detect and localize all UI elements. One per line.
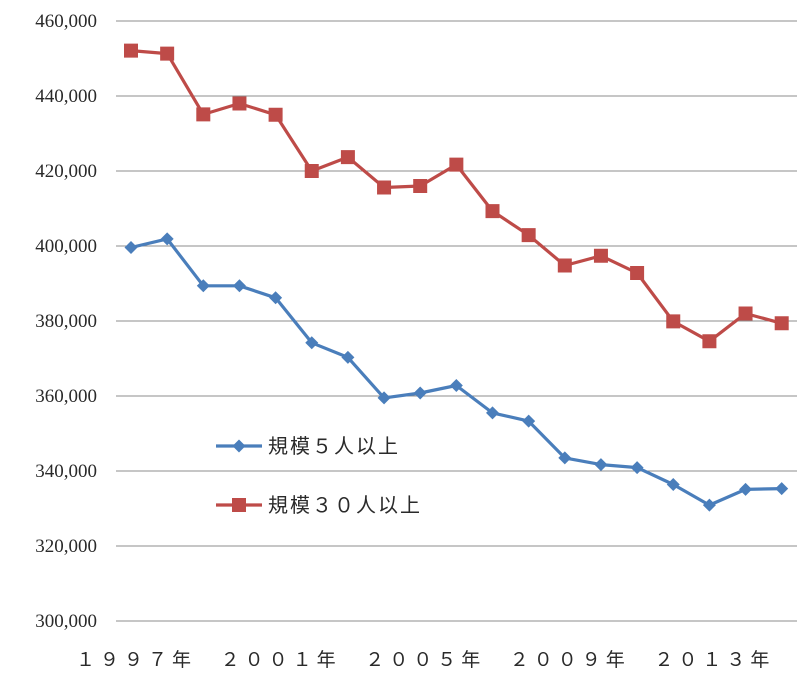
data-point (593, 248, 608, 263)
data-point (702, 334, 717, 349)
data-point (485, 204, 500, 219)
data-point (449, 379, 463, 392)
x-tick-label: ２０１３年 (654, 649, 774, 671)
x-tick-label: １９９７年 (76, 649, 196, 671)
data-point (124, 241, 138, 254)
data-point (269, 291, 283, 305)
y-tick-label: 360,000 (35, 386, 97, 407)
data-point (413, 386, 427, 400)
data-point (341, 350, 355, 364)
series-2 (124, 43, 789, 349)
data-point (124, 43, 138, 58)
data-point (160, 46, 175, 61)
x-tick-label: ２００９年 (510, 649, 630, 671)
data-point (486, 406, 499, 420)
data-point (232, 279, 246, 293)
y-axis-tick-labels: 300,000 320,000 340,000 360,000 380,000 400,0… (35, 11, 97, 632)
data-point (160, 232, 174, 246)
x-tick-label: ２００５年 (365, 649, 485, 671)
data-point (268, 107, 283, 122)
series-line (130, 237, 782, 507)
data-point (305, 336, 319, 350)
y-tick-label: 400,000 (35, 236, 97, 257)
data-point (196, 279, 210, 293)
legend-marker (232, 439, 246, 453)
data-point (377, 180, 392, 195)
data-point (666, 314, 681, 329)
data-point (557, 258, 572, 273)
data-point (522, 414, 536, 428)
y-tick-label: 300,000 (35, 611, 97, 632)
data-point (196, 107, 211, 122)
data-point (377, 391, 391, 405)
y-tick-label: 320,000 (35, 536, 97, 557)
y-tick-label: 440,000 (35, 86, 97, 107)
series-1 (124, 232, 789, 512)
gridlines (116, 20, 797, 622)
data-point (738, 306, 753, 321)
data-point (630, 266, 645, 280)
data-point (594, 458, 608, 472)
data-point (232, 96, 247, 111)
data-point (666, 478, 680, 491)
legend-marker (232, 498, 246, 512)
data-point (775, 482, 789, 496)
series-line (130, 49, 783, 343)
data-point (774, 316, 789, 331)
legend-item: 規模５人以上 (216, 434, 400, 458)
x-tick-label: ２００１年 (221, 649, 341, 671)
legend-label: 規模３０人以上 (268, 493, 422, 517)
data-point (413, 179, 428, 193)
legend-item: 規模３０人以上 (216, 493, 422, 517)
data-point (630, 461, 644, 475)
data-point (340, 150, 355, 165)
data-point (449, 157, 464, 172)
data-point (558, 451, 572, 465)
data-point (739, 482, 753, 496)
data-point (521, 228, 536, 243)
legend-label: 規模５人以上 (268, 434, 400, 458)
x-axis-tick-labels: １９９７年 ２００１年 ２００５年 ２００９年 ２０１３年 (76, 649, 774, 671)
y-tick-label: 340,000 (35, 461, 97, 482)
y-tick-label: 380,000 (35, 311, 97, 332)
data-series (124, 43, 789, 512)
data-point (304, 164, 319, 178)
data-point (702, 498, 716, 512)
y-tick-label: 460,000 (35, 11, 97, 32)
y-tick-label: 420,000 (35, 161, 97, 182)
